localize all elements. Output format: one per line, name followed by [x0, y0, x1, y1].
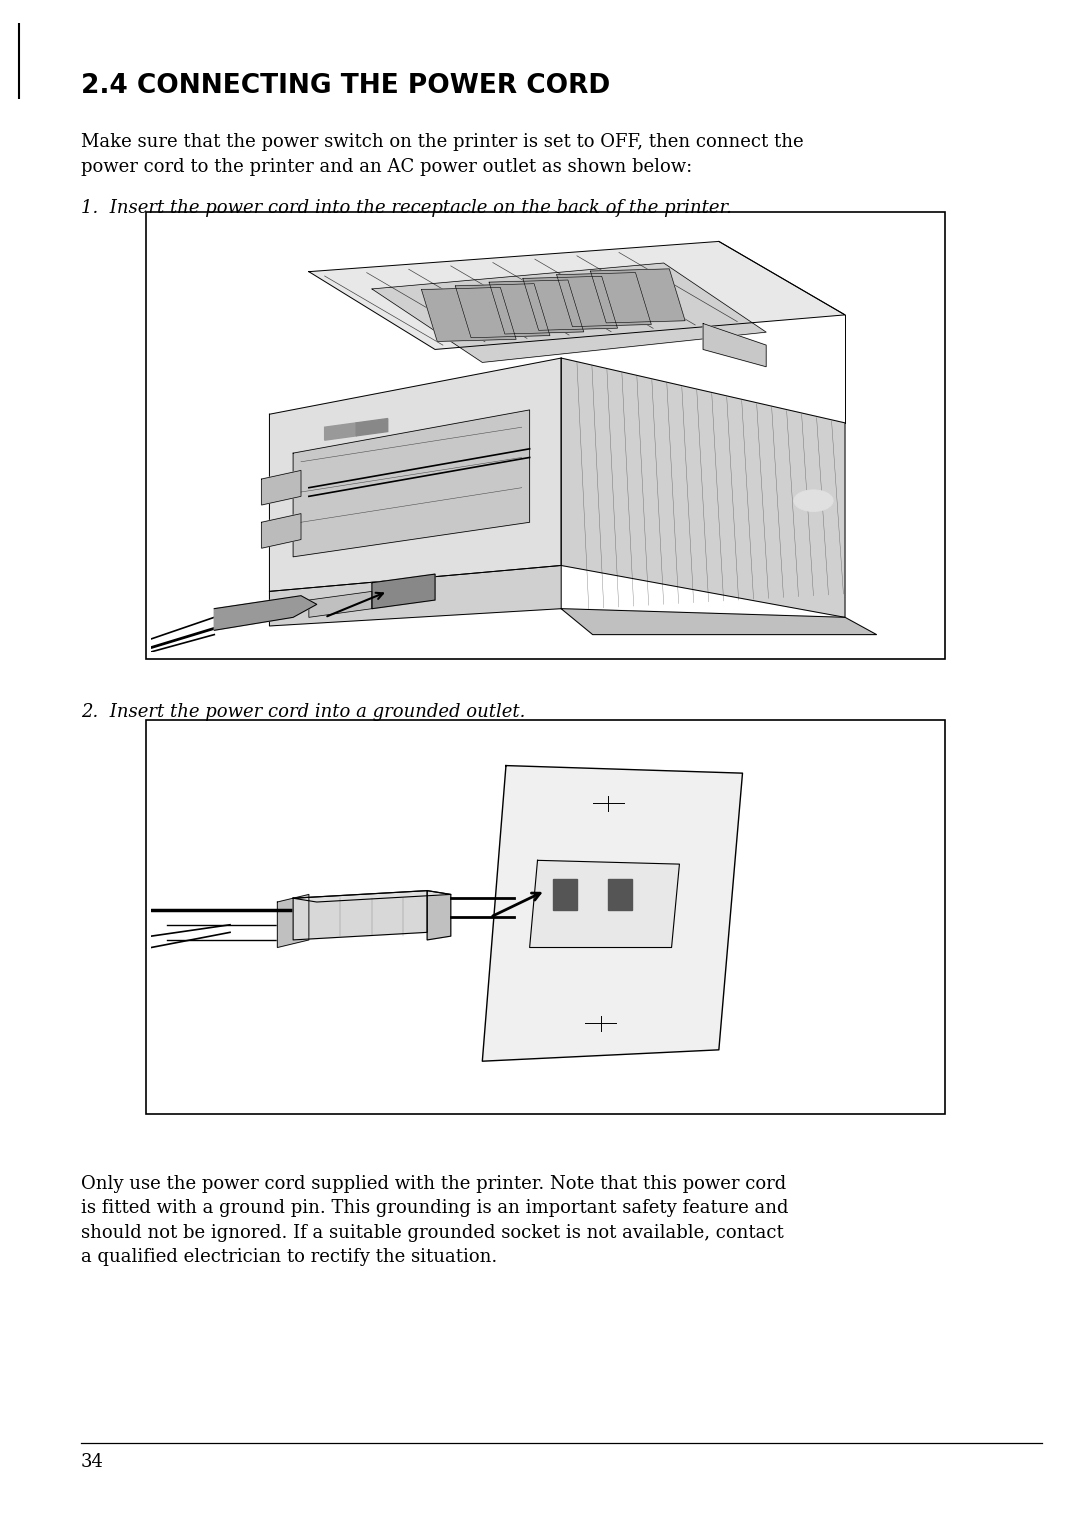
- Circle shape: [794, 490, 833, 511]
- Polygon shape: [523, 276, 618, 330]
- Text: Make sure that the power switch on the printer is set to OFF, then connect the
p: Make sure that the power switch on the p…: [81, 133, 804, 176]
- Bar: [146, 212, 945, 659]
- Bar: [146, 720, 945, 1114]
- Polygon shape: [261, 470, 301, 505]
- Polygon shape: [325, 423, 356, 440]
- Circle shape: [589, 794, 629, 813]
- Polygon shape: [591, 268, 685, 323]
- Polygon shape: [214, 596, 316, 631]
- Polygon shape: [309, 591, 372, 617]
- Polygon shape: [428, 891, 450, 940]
- Polygon shape: [421, 288, 516, 341]
- Polygon shape: [553, 879, 577, 910]
- Polygon shape: [556, 273, 651, 326]
- Polygon shape: [293, 891, 428, 940]
- Polygon shape: [703, 323, 766, 367]
- Polygon shape: [372, 262, 766, 362]
- Polygon shape: [483, 766, 743, 1061]
- Polygon shape: [562, 609, 877, 635]
- Polygon shape: [261, 514, 301, 549]
- Text: 1.  Insert the power cord into the receptacle on the back of the printer.: 1. Insert the power cord into the recept…: [81, 199, 732, 217]
- Polygon shape: [270, 565, 562, 626]
- Polygon shape: [309, 241, 845, 350]
- Polygon shape: [293, 891, 450, 902]
- Polygon shape: [356, 418, 388, 437]
- Circle shape: [581, 1014, 620, 1032]
- Polygon shape: [372, 575, 435, 609]
- Polygon shape: [562, 358, 845, 617]
- Text: 2.  Insert the power cord into a grounded outlet.: 2. Insert the power cord into a grounded…: [81, 703, 525, 722]
- Polygon shape: [489, 280, 583, 334]
- Polygon shape: [456, 283, 550, 338]
- Polygon shape: [270, 358, 562, 591]
- Polygon shape: [529, 860, 679, 948]
- Text: Only use the power cord supplied with the printer. Note that this power cord
is : Only use the power cord supplied with th…: [81, 1175, 788, 1266]
- Polygon shape: [278, 894, 309, 948]
- Polygon shape: [608, 879, 632, 910]
- Polygon shape: [293, 409, 529, 556]
- Text: 2.4 CONNECTING THE POWER CORD: 2.4 CONNECTING THE POWER CORD: [81, 73, 610, 99]
- Text: 34: 34: [81, 1452, 104, 1471]
